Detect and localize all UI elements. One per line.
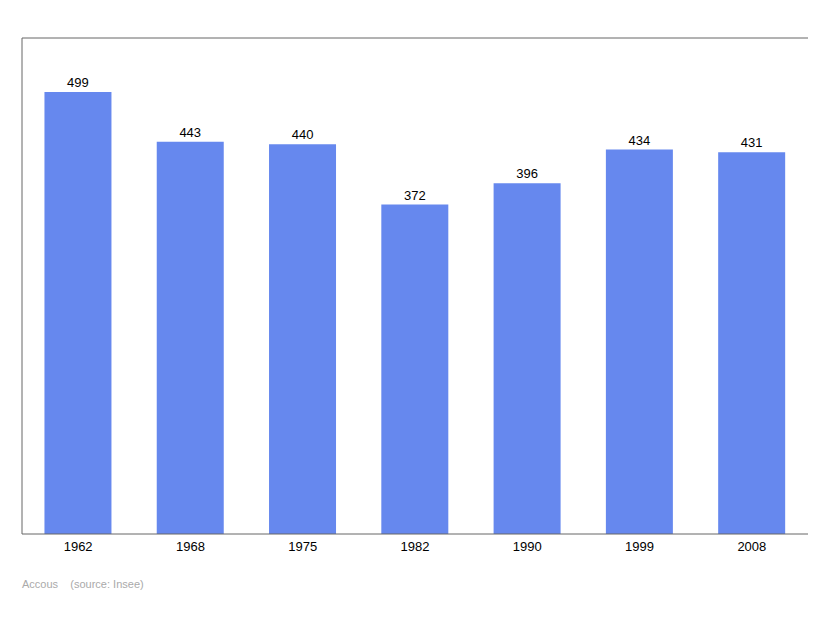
- svg-text:1999: 1999: [625, 539, 654, 554]
- svg-text:396: 396: [516, 166, 538, 181]
- svg-text:1990: 1990: [513, 539, 542, 554]
- html-text:Accous (source: Insee): Accous (source: Insee): [22, 578, 144, 590]
- svg-text:2008: 2008: [737, 539, 766, 554]
- svg-text:1982: 1982: [401, 539, 430, 554]
- svg-text:499: 499: [67, 75, 89, 90]
- svg-text:372: 372: [404, 188, 426, 203]
- svg-text:1968: 1968: [176, 539, 205, 554]
- svg-text:434: 434: [629, 133, 651, 148]
- svg-text:1975: 1975: [288, 539, 317, 554]
- svg-text:431: 431: [741, 135, 763, 150]
- svg-text:443: 443: [179, 125, 201, 140]
- svg-text:1962: 1962: [64, 539, 93, 554]
- svg-text:440: 440: [292, 127, 314, 142]
